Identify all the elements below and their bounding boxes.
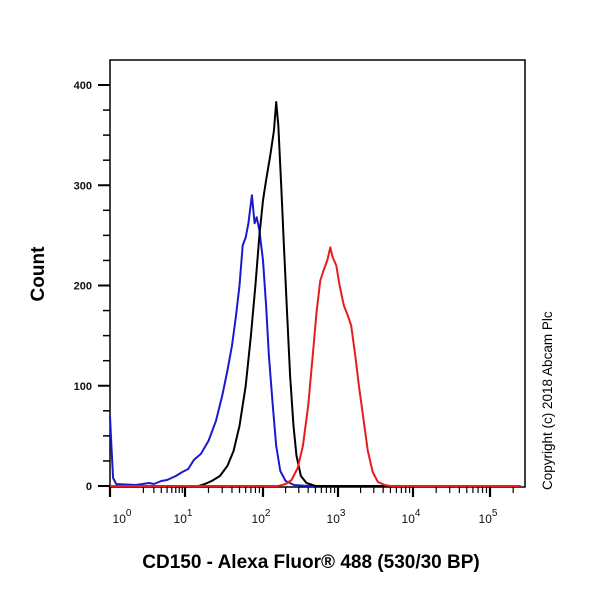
- x-tick-label: 105: [479, 508, 498, 526]
- plot-frame: [109, 59, 526, 488]
- copyright-notice: Copyright (c) 2018 Abcam Plc: [540, 311, 555, 490]
- x-tick-label: 102: [252, 508, 271, 526]
- histogram-line-1a1acc: [109, 194, 521, 487]
- y-tick-label: 200: [74, 281, 92, 293]
- y-tick-label: 400: [74, 80, 92, 92]
- x-axis: 100 101 102 103 104 105: [108, 487, 514, 526]
- histogram-curves: [109, 101, 521, 487]
- y-tick-label: 300: [74, 180, 92, 192]
- x-axis-label: CD150 - Alexa Fluor® 488 (530/30 BP): [142, 552, 480, 573]
- x-tick-label: 101: [174, 508, 193, 526]
- y-axis-label: Count: [28, 246, 49, 302]
- histogram-line-000000: [110, 101, 521, 487]
- x-tick-label: 104: [402, 508, 421, 526]
- y-axis: 0 100 200 300 400: [74, 80, 110, 493]
- x-tick-label: 103: [327, 508, 346, 526]
- histogram-line-e81c1c: [110, 246, 521, 487]
- y-tick-label: 100: [74, 381, 92, 393]
- x-tick-label: 100: [113, 508, 132, 526]
- y-tick-label: 0: [86, 481, 92, 493]
